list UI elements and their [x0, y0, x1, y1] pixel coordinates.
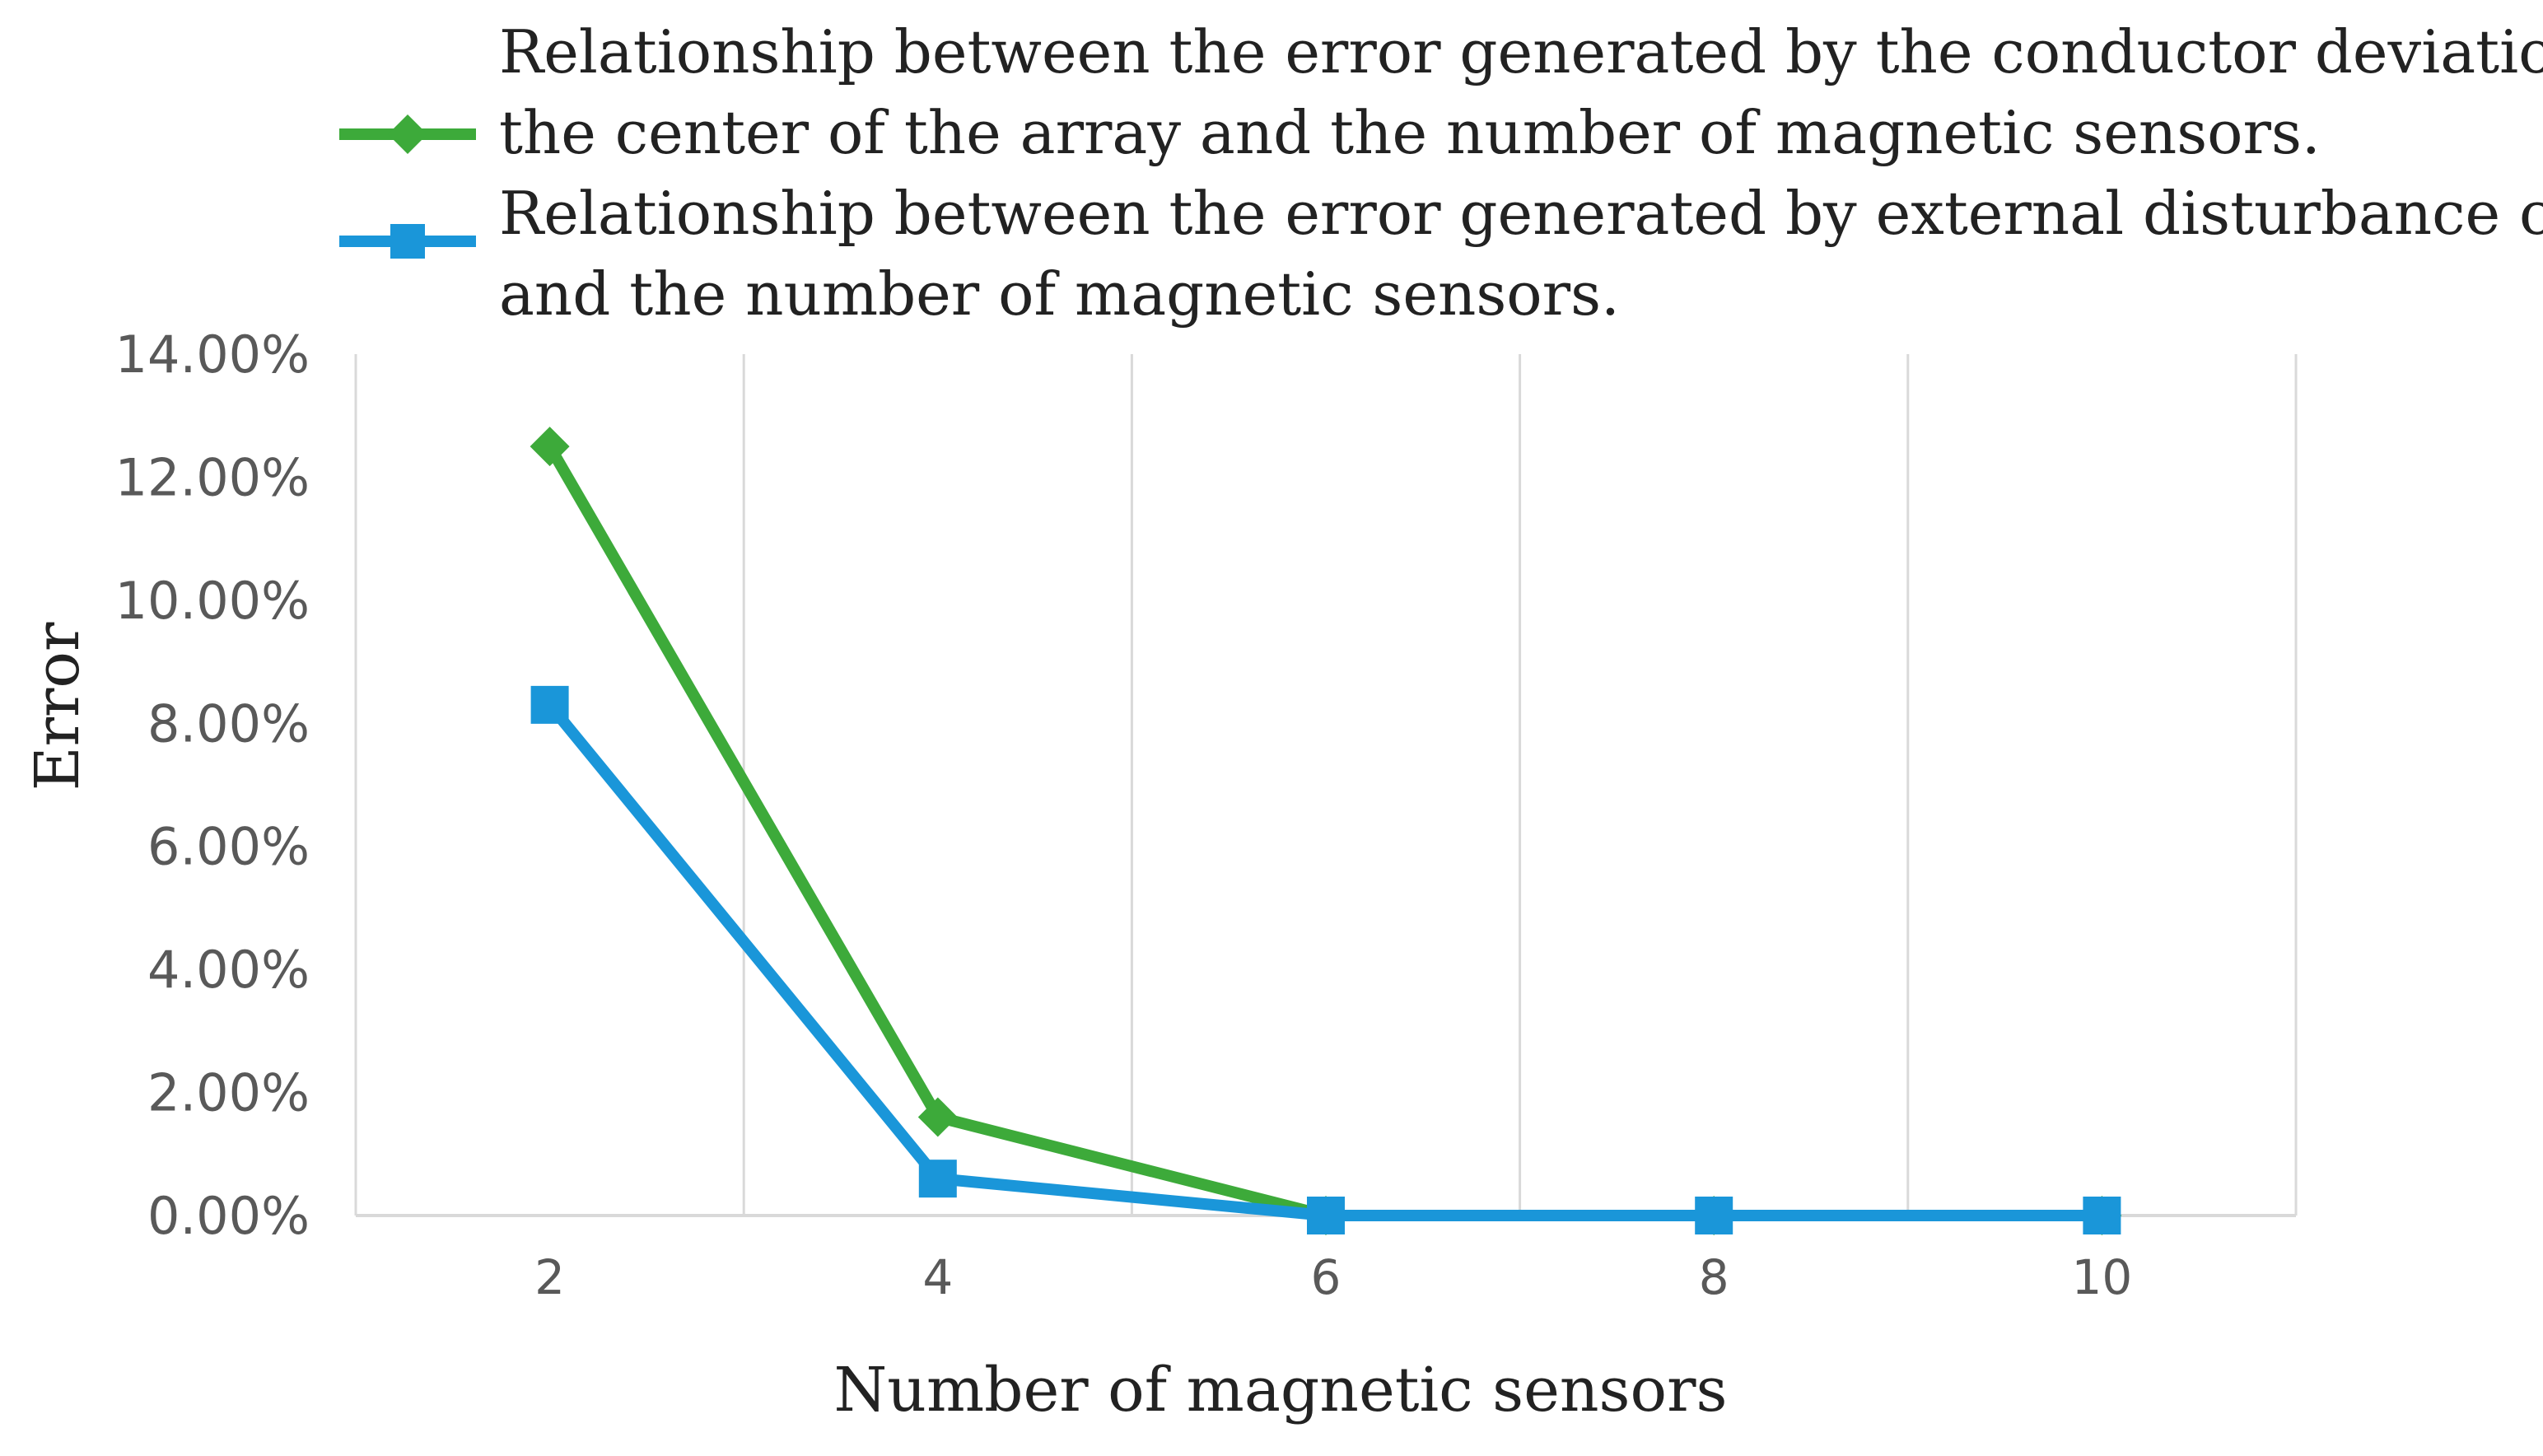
y-tick-label: 8.00%	[147, 693, 310, 754]
y-tick-label: 12.00%	[115, 447, 310, 507]
y-tick-label: 0.00%	[147, 1186, 310, 1246]
series	[530, 427, 2122, 1235]
data-point-square	[530, 685, 569, 724]
data-point-square	[2083, 1197, 2121, 1234]
data-point-square	[918, 1160, 957, 1198]
grid	[354, 354, 2298, 1216]
legend-entry-external-disturbance: Relationship between the error generated…	[339, 179, 2543, 329]
legend-label-line-1: Relationship between the error generated…	[499, 179, 2543, 248]
legend-entry-conductor-deviation: Relationship between the error generated…	[339, 17, 2543, 167]
y-tick-label: 4.00%	[147, 940, 310, 1000]
axes: 0.00% 2.00% 4.00% 6.00% 8.00% 10.00% 12.00% 14.…	[115, 324, 2296, 1305]
data-point-square	[1695, 1197, 1733, 1234]
y-tick-label: 6.00%	[147, 817, 310, 877]
x-tick-label: 6	[1311, 1249, 1341, 1305]
series-line	[544, 441, 2108, 1221]
y-tick-label: 2.00%	[147, 1063, 310, 1123]
legend-label-line-2: and the number of magnetic sensors.	[499, 259, 1620, 329]
legend-square-marker	[390, 224, 425, 259]
x-tick-label: 10	[2071, 1249, 2132, 1305]
y-axis-title: Error	[22, 622, 93, 791]
x-tick-label: 4	[922, 1249, 953, 1305]
x-tick-label: 2	[534, 1249, 565, 1305]
legend-label-line-1: Relationship between the error generated…	[499, 17, 2543, 86]
legend: Relationship between the error generated…	[339, 17, 2543, 329]
series-line	[544, 698, 2108, 1221]
data-point-square	[1307, 1197, 1345, 1234]
data-point-diamond	[917, 1097, 958, 1137]
y-tick-label: 10.00%	[115, 571, 310, 631]
series-2	[530, 685, 2121, 1234]
legend-label-line-2: the center of the array and the number o…	[499, 98, 2321, 167]
x-axis-title: Number of magnetic sensors	[834, 1355, 1728, 1426]
series-1	[530, 427, 2122, 1235]
x-tick-label: 8	[1699, 1249, 1729, 1305]
y-tick-label: 14.00%	[115, 324, 310, 385]
data-point-diamond	[530, 427, 570, 467]
legend-diamond-marker	[388, 114, 427, 154]
